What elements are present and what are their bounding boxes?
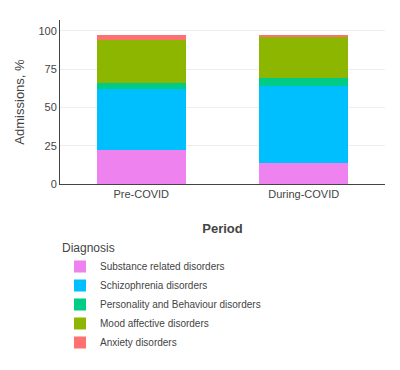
svg-text:Period: Period — [202, 221, 243, 236]
svg-text:Schizophrenia disorders: Schizophrenia disorders — [100, 280, 207, 291]
svg-text:Pre-COVID: Pre-COVID — [113, 188, 169, 200]
svg-text:During-COVID: During-COVID — [268, 188, 339, 200]
svg-text:Substance related disorders: Substance related disorders — [100, 261, 225, 272]
svg-text:Mood affective disorders: Mood affective disorders — [100, 318, 209, 329]
svg-text:100: 100 — [38, 25, 56, 37]
svg-text:25: 25 — [45, 140, 57, 152]
svg-text:Diagnosis: Diagnosis — [62, 241, 115, 255]
svg-text:Anxiety disorders: Anxiety disorders — [100, 337, 177, 348]
svg-text:Admissions, %: Admissions, % — [12, 59, 27, 145]
svg-text:Personality and Behaviour diso: Personality and Behaviour disorders — [100, 299, 261, 310]
svg-text:0: 0 — [51, 178, 57, 190]
svg-text:50: 50 — [45, 101, 57, 113]
svg-text:75: 75 — [45, 63, 57, 75]
